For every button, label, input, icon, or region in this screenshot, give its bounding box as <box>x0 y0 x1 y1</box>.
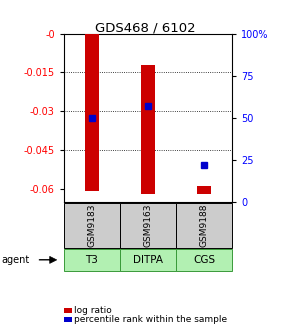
Text: T3: T3 <box>85 255 98 265</box>
Bar <box>141 65 155 194</box>
Text: GSM9183: GSM9183 <box>87 204 96 247</box>
Bar <box>85 34 99 191</box>
Text: agent: agent <box>1 255 30 265</box>
Bar <box>197 186 211 194</box>
Text: DITPA: DITPA <box>133 255 163 265</box>
Text: percentile rank within the sample: percentile rank within the sample <box>74 315 227 324</box>
Text: GSM9188: GSM9188 <box>200 204 209 247</box>
Text: GSM9163: GSM9163 <box>143 204 153 247</box>
Text: log ratio: log ratio <box>74 306 112 315</box>
Text: CGS: CGS <box>193 255 215 265</box>
Text: GDS468 / 6102: GDS468 / 6102 <box>95 22 195 35</box>
